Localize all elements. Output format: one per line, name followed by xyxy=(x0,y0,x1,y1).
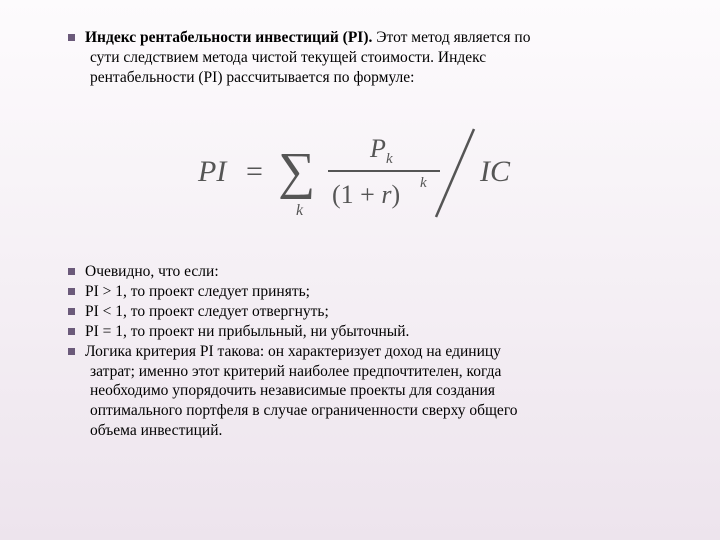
slide: Индекс рентабельности инвестиций (PI). Э… xyxy=(0,0,720,540)
body-l5b: затрат; именно этот критерий наиболее пр… xyxy=(68,362,668,382)
denominator-base: (1 + r) xyxy=(332,180,400,209)
sigma-icon: ∑ xyxy=(278,143,315,200)
bullet-icon xyxy=(68,328,75,335)
bullet-icon xyxy=(68,288,75,295)
fraction: P k (1 + r) k xyxy=(328,134,440,209)
intro-line2: сути следствием метода чистой текущей ст… xyxy=(68,48,668,68)
bullet-icon xyxy=(68,348,75,355)
intro-rest1: Этот метод является по xyxy=(372,29,530,46)
body-paragraph: Очевидно, что если: РI > 1, то проект сл… xyxy=(68,262,668,440)
body-l4: РI = 1, то проект ни прибыльный, ни убыт… xyxy=(85,323,409,340)
sigma-sub: k xyxy=(296,202,304,219)
divide-slash-icon xyxy=(436,129,474,217)
numerator-p: P xyxy=(369,134,386,163)
body-l3: РI < 1, то проект следует отвергнуть; xyxy=(85,303,329,320)
formula-block: PI = ∑ k P k (1 + r) k IC xyxy=(68,125,668,226)
denominator-exp: k xyxy=(420,175,427,191)
intro-line3: рентабельности (PI) рассчитывается по фо… xyxy=(68,68,668,88)
intro-title: Индекс рентабельности инвестиций (PI). xyxy=(85,29,372,46)
bullet-icon xyxy=(68,34,75,41)
intro-paragraph: Индекс рентабельности инвестиций (PI). Э… xyxy=(68,28,668,87)
bullet-icon xyxy=(68,268,75,275)
body-l5a: Логика критерия РI такова: он характериз… xyxy=(85,343,501,360)
body-l1: Очевидно, что если: xyxy=(85,263,219,280)
body-l2: РI > 1, то проект следует принять; xyxy=(85,283,310,300)
numerator-sub: k xyxy=(386,151,393,167)
body-l5c: необходимо упорядочить независимые проек… xyxy=(68,381,668,401)
formula-lhs: PI xyxy=(197,155,228,188)
formula-rhs: IC xyxy=(479,155,511,188)
formula-svg: PI = ∑ k P k (1 + r) k IC xyxy=(188,125,548,221)
body-l5e: объема инвестиций. xyxy=(68,421,668,441)
body-l5d: оптимального портфеля в случае ограничен… xyxy=(68,401,668,421)
bullet-icon xyxy=(68,308,75,315)
formula-eq: = xyxy=(246,155,263,188)
